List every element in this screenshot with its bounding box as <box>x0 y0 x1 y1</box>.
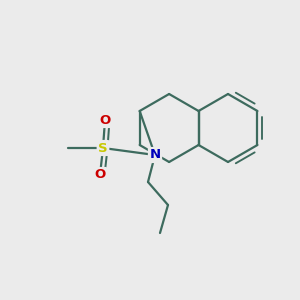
Text: O: O <box>94 169 106 182</box>
Text: N: N <box>149 148 161 161</box>
Text: S: S <box>98 142 108 154</box>
Text: O: O <box>99 113 111 127</box>
